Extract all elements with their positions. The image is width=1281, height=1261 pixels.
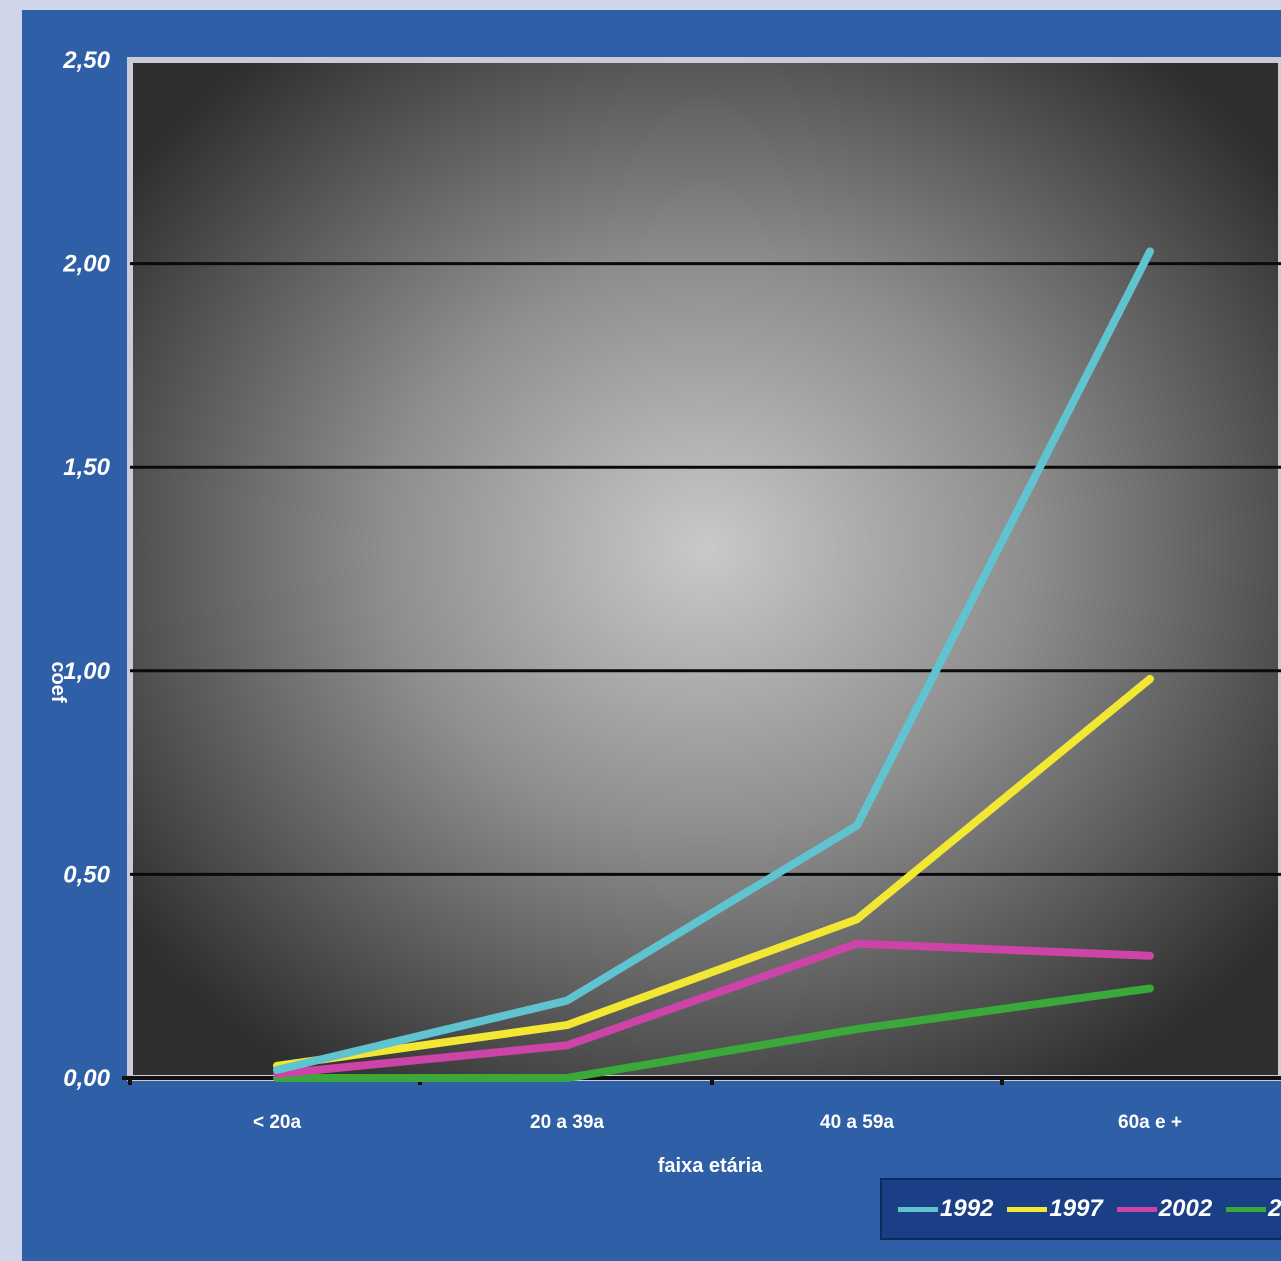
- legend-label: 2007: [1268, 1195, 1281, 1222]
- y-tick-label: 2,00: [62, 251, 110, 278]
- y-axis-label: coef: [47, 661, 69, 702]
- legend-item-1992: 1992: [898, 1195, 993, 1223]
- legend-item-2002: 2002: [1116, 1195, 1213, 1223]
- legend: 1992 1997 2002 2007: [880, 1178, 1281, 1240]
- legend-label: 1992: [940, 1195, 994, 1222]
- legend-item-1997: 1997: [1007, 1195, 1103, 1223]
- series-line-1997: [273, 674, 1154, 1070]
- x-tick-label: 60a e +: [1118, 1112, 1182, 1133]
- series-line-2007: [273, 984, 1154, 1082]
- x-tick-label: 40 a 59a: [820, 1112, 894, 1133]
- series-line-2002: [273, 939, 1154, 1078]
- gridlines: [130, 262, 1281, 876]
- series-lines: [273, 247, 1154, 1082]
- plot-area: [127, 57, 1281, 1081]
- x-tick-label: < 20a: [253, 1112, 302, 1133]
- x-tick-label: 20 a 39a: [530, 1112, 604, 1133]
- legend-swatch: [898, 1206, 938, 1212]
- y-tick-label: 0,50: [63, 861, 110, 888]
- legend-swatch: [1226, 1206, 1267, 1212]
- legend-item-2007: 2007: [1226, 1195, 1281, 1223]
- line-chart: 0,00 0,50 1,00 1,50 2,00 2,50 < 20a 20 a 39a 40…: [47, 47, 1281, 1177]
- legend-swatch: [1007, 1206, 1048, 1212]
- series-line-1992: [273, 247, 1154, 1074]
- chart-frame: 0,00 0,50 1,00 1,50 2,00 2,50 < 20a 20 a 39a 40…: [22, 10, 1281, 1261]
- x-axis-label: faixa etária: [658, 1155, 763, 1177]
- legend-label: 1997: [1049, 1195, 1103, 1222]
- y-tick-label: 1,00: [63, 658, 110, 685]
- legend-label: 2002: [1158, 1195, 1213, 1222]
- y-tick-label: 1,50: [63, 454, 110, 481]
- y-tick-label: 0,00: [63, 1065, 110, 1092]
- legend-swatch: [1116, 1206, 1157, 1212]
- x-axis-ticks: < 20a 20 a 39a 40 a 59a 60a e +: [253, 1112, 1182, 1133]
- y-tick-label: 2,50: [62, 47, 110, 74]
- y-axis-ticks: 0,00 0,50 1,00 1,50 2,00 2,50: [62, 47, 110, 1092]
